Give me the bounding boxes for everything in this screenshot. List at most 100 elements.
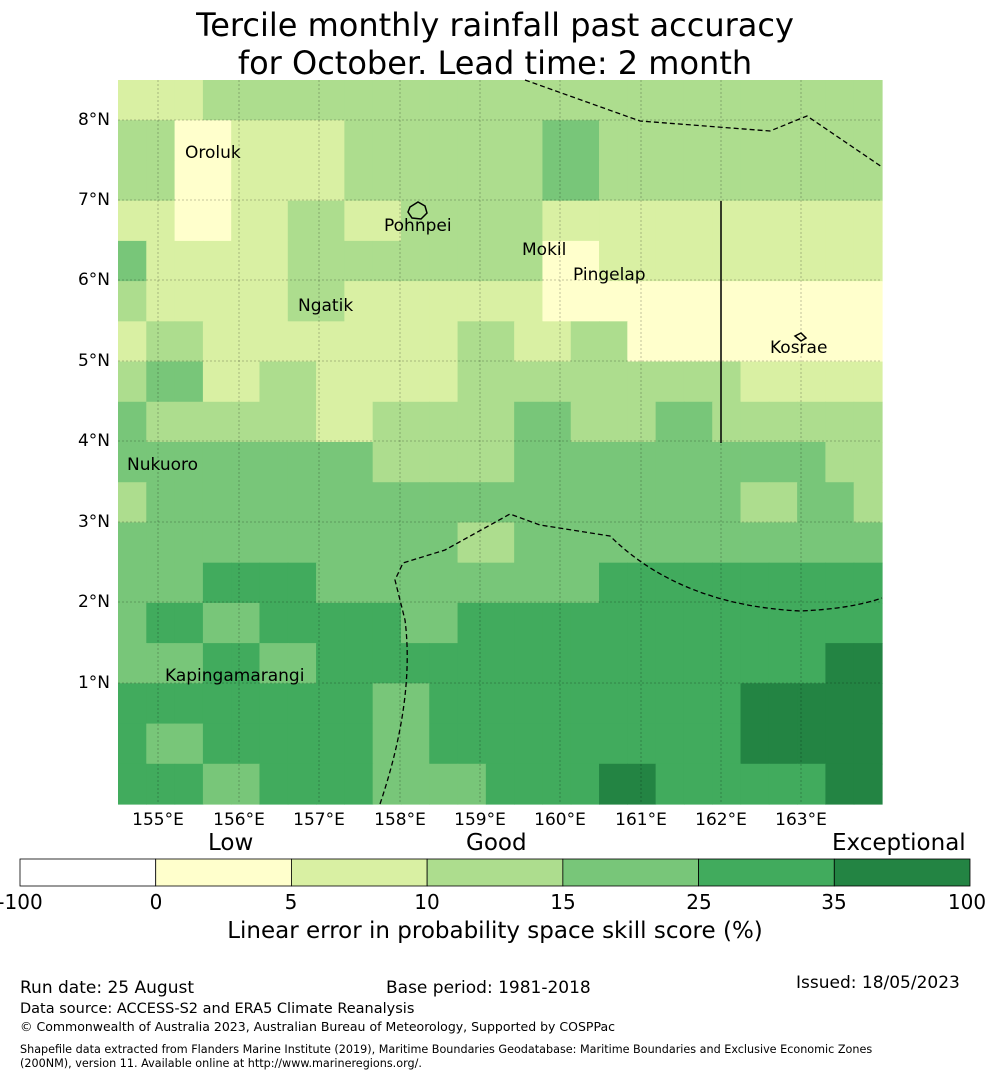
grid-cell [655,240,685,282]
grid-cell [683,120,713,162]
grid-cell [712,321,742,363]
category-good: Good [466,830,527,856]
grid-cell [259,723,289,765]
grid-cell [344,442,374,483]
grid-cell [514,723,544,765]
grid-cell [202,240,232,282]
grid-cell [542,401,572,443]
eez-boundaries [379,79,883,805]
colorbar-tick: 5 [284,890,298,914]
grid-cell [768,522,798,564]
grid-cell [514,401,544,443]
grid-cell [287,602,317,644]
grid-cell [712,160,742,202]
run-date: Run date: 25 August [20,978,194,998]
grid-cell [825,361,855,403]
grid-cell [768,763,798,805]
grid-cell [627,401,657,443]
grid-cell [853,361,883,403]
grid-cell [853,442,883,483]
grid-cell [429,160,459,202]
grid-cell [655,442,685,483]
grid-cell [599,562,628,604]
grid-cell [825,160,855,202]
lat-label-3n: 3°N [77,512,110,532]
grid-cell [372,562,402,604]
grid-cell [655,281,685,322]
grid-cell [259,562,289,604]
grid-cell [485,482,515,524]
grid-cell [316,522,345,564]
category-exceptional: Exceptional [832,830,966,856]
grid-cell [570,442,600,483]
lat-label-5n: 5°N [77,351,110,371]
grid-cell [231,602,261,644]
grid-cell [344,120,374,162]
grid-cell [202,80,232,121]
grid-cell [146,80,176,121]
grid-cell [202,522,232,564]
grid-cell [400,482,430,524]
grid-cell [429,80,459,121]
grid-cell [740,522,770,564]
grid-cell [485,401,515,443]
grid-cell [400,562,430,604]
grid-cell [287,80,317,121]
grid-cell [712,763,742,805]
grid-cell [655,361,685,403]
grid-cell [797,683,827,725]
grid-cell [797,240,827,282]
grid-cell [853,482,883,524]
grid-cell [825,120,855,162]
colorbar-swatch [291,858,428,887]
grid-cell [542,683,572,725]
grid-cell [797,401,827,443]
grid-cell [344,482,374,524]
grid-cell [118,200,147,242]
grid-cell [316,602,345,644]
grid-cell [344,200,374,242]
grid-cell [542,602,572,644]
grid-cell [202,120,232,162]
grid-cell [485,643,515,684]
grid-cell [118,522,147,564]
grid-cell [740,281,770,322]
grid-cell [316,160,345,202]
base-period: Base period: 1981-2018 [386,978,591,998]
grid-cell [316,200,345,242]
lon-label-157e: 157°E [293,810,345,830]
grid-cell [316,723,345,765]
grid-cell [570,240,600,282]
colorbar-swatch [155,858,292,887]
grid-cell [683,562,713,604]
grid-cell [825,200,855,242]
lon-label-159e: 159°E [454,810,506,830]
grid-cell [372,643,402,684]
grid-cell [202,401,232,443]
grid-cell [797,120,827,162]
grid-cell [344,723,374,765]
grid-cell [344,643,374,684]
grid-cell [287,200,317,242]
grid-cell [627,723,657,765]
grid-cell [174,120,204,162]
grid-cell [570,401,600,443]
colorbar-tick: 10 [414,890,440,914]
grid-cell [174,723,204,765]
grid-cell [570,160,600,202]
grid-cell [599,442,628,483]
grid-cell [485,683,515,725]
grid-cell [655,683,685,725]
grid-cell [825,482,855,524]
grid-cell [400,80,430,121]
grid-cell [825,80,855,121]
grid-cell [400,723,430,765]
grid-cell [599,401,628,443]
grid-cell [400,281,430,322]
grid-cell [599,361,628,403]
grid-cell [825,763,855,805]
grid-cell [599,602,628,644]
grid-cell [797,482,827,524]
grid-cell [797,723,827,765]
grid-cell [372,80,402,121]
